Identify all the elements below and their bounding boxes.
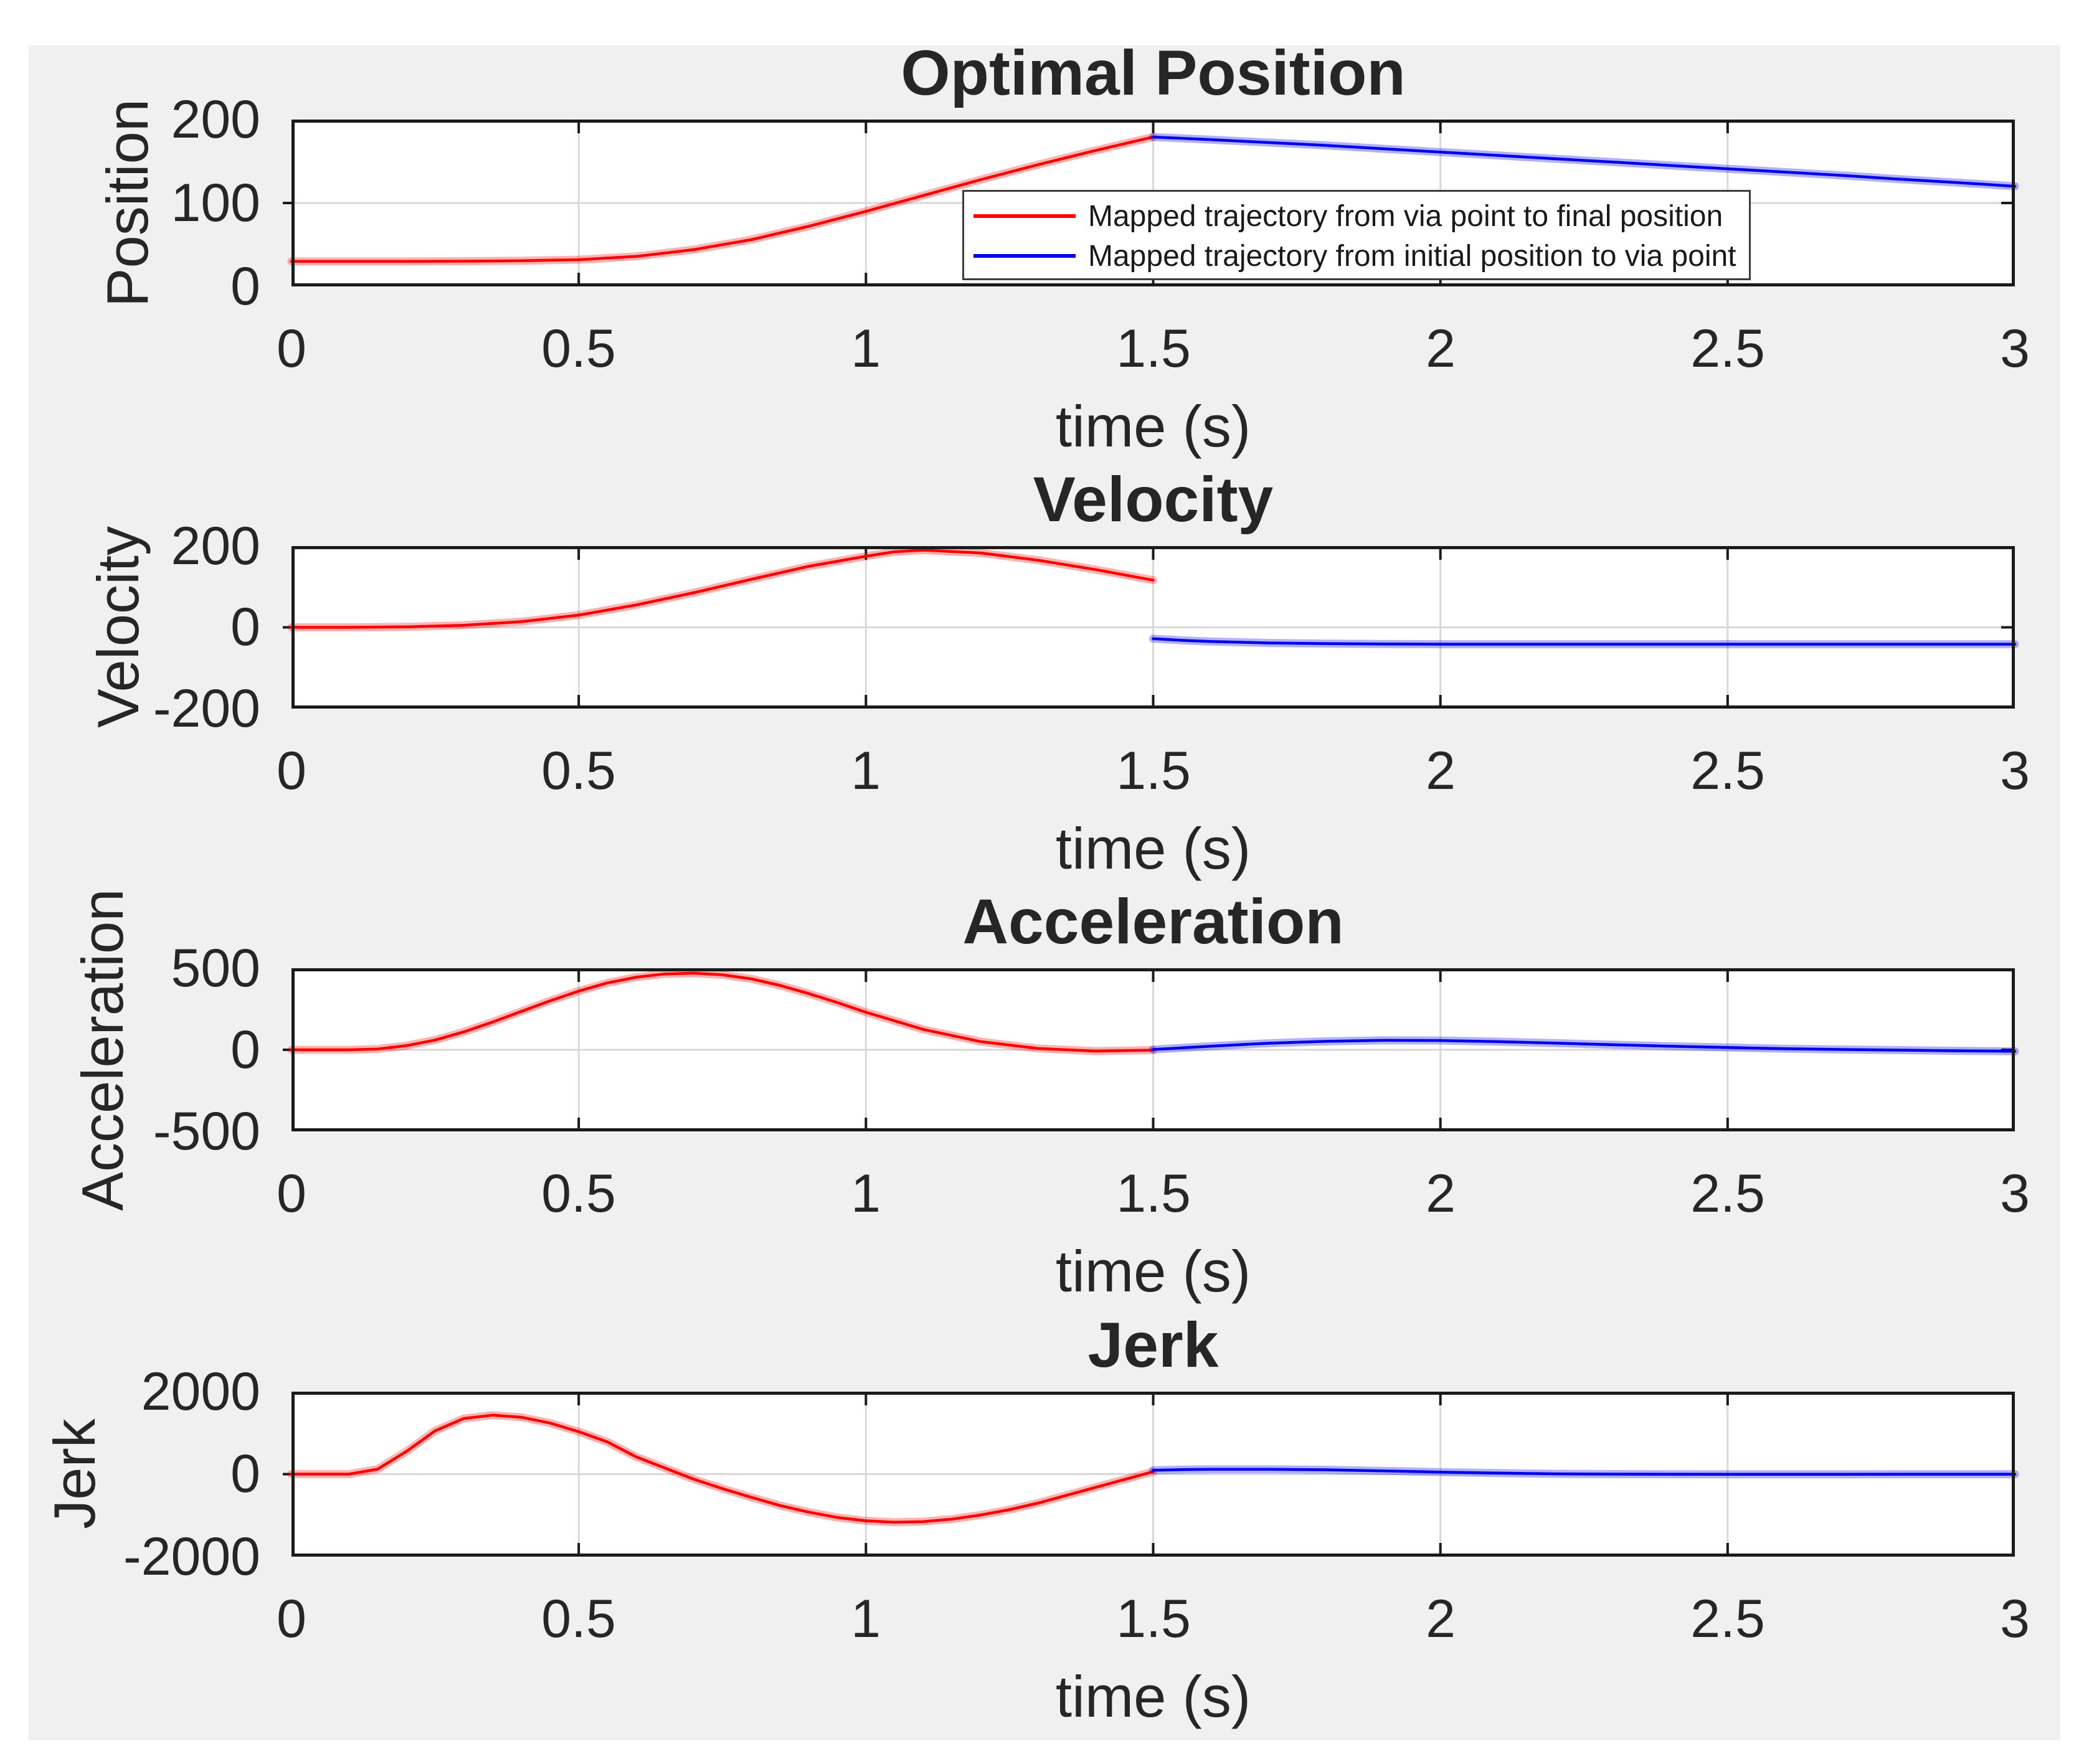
series-line (1152, 135, 2017, 188)
x-tick-label: 3 (2000, 1164, 2030, 1224)
x-tick-label: 2 (1426, 319, 1456, 379)
legend: Mapped trajectory from via point to fina… (962, 190, 1751, 280)
x-tick-label: 3 (2000, 741, 2030, 801)
x-tick-label: 3 (2000, 1589, 2030, 1649)
y-tick-label: 200 (171, 516, 261, 576)
x-tick-label: 2 (1426, 741, 1456, 801)
x-tick-label: 3 (2000, 319, 2030, 379)
chart-canvas-2 (283, 968, 2019, 1131)
x-tick-label: 1.5 (1116, 741, 1191, 801)
y-tick-label: 100 (171, 173, 261, 233)
legend-item: Mapped trajectory from initial position … (964, 238, 1749, 274)
x-tick-label: 0.5 (541, 1164, 616, 1224)
chart-canvas-3 (283, 1392, 2019, 1557)
subplot-title: Velocity (1033, 464, 1274, 535)
y-tick-label: -500 (153, 1101, 260, 1161)
x-tick-label: 2.5 (1690, 319, 1765, 379)
series-line (1152, 637, 2017, 646)
y-tick-label: 0 (230, 597, 260, 657)
x-tick-label: 0.5 (541, 319, 616, 379)
x-tick-label: 2.5 (1690, 1164, 1765, 1224)
y-tick-label: 0 (230, 257, 260, 316)
series-line (290, 971, 1155, 1053)
x-axis-label: time (s) (1055, 1664, 1251, 1729)
x-tick-label: 2.5 (1690, 1589, 1765, 1649)
x-tick-label: 2 (1426, 1164, 1456, 1224)
y-tick-label: -2000 (123, 1527, 260, 1587)
subplot-title: Acceleration (962, 886, 1344, 957)
legend-label: Mapped trajectory from via point to fina… (1088, 199, 1723, 233)
series-line (1152, 1039, 2017, 1053)
x-tick-label: 0.5 (541, 1589, 616, 1649)
y-tick-label: 500 (171, 938, 261, 998)
legend-label: Mapped trajectory from initial position … (1088, 239, 1736, 273)
x-tick-label: 0 (277, 319, 306, 379)
x-tick-label: 0 (277, 1589, 306, 1649)
x-axis-label: time (s) (1055, 394, 1251, 459)
y-tick-label: 0 (230, 1444, 260, 1504)
x-axis-label: time (s) (1055, 1238, 1251, 1304)
subplot-title: Optimal Position (901, 37, 1406, 108)
x-tick-label: 1.5 (1116, 1164, 1191, 1224)
chart-canvas-1 (283, 546, 2019, 709)
axes-box (291, 1392, 2015, 1557)
series-line (290, 135, 1155, 263)
legend-item: Mapped trajectory from via point to fina… (964, 198, 1749, 234)
series-line (290, 1413, 1155, 1524)
x-axis-label: time (s) (1055, 816, 1251, 881)
x-tick-label: 1 (851, 741, 881, 801)
series-line (290, 549, 1155, 629)
subplot-title: Jerk (1087, 1309, 1219, 1380)
blue-line-sample (973, 254, 1076, 258)
x-tick-label: 0 (277, 741, 306, 801)
x-tick-label: 1 (851, 1589, 881, 1649)
x-tick-label: 1 (851, 319, 881, 379)
x-tick-label: 2 (1426, 1589, 1456, 1649)
y-tick-label: 0 (230, 1020, 260, 1080)
x-tick-label: 1.5 (1116, 1589, 1191, 1649)
x-tick-label: 1.5 (1116, 319, 1191, 379)
x-tick-label: 1 (851, 1164, 881, 1224)
y-tick-label: 200 (171, 90, 261, 149)
y-tick-label: 2000 (141, 1362, 260, 1422)
x-tick-label: 0 (277, 1164, 306, 1224)
x-tick-label: 0.5 (541, 741, 616, 801)
axes-box (291, 546, 2015, 709)
red-line-sample (973, 214, 1076, 218)
y-tick-label: -200 (153, 679, 260, 738)
series-line (1152, 1468, 2017, 1476)
axes-box (291, 968, 2015, 1131)
axes-box (291, 120, 2015, 286)
x-tick-label: 2.5 (1690, 741, 1765, 801)
